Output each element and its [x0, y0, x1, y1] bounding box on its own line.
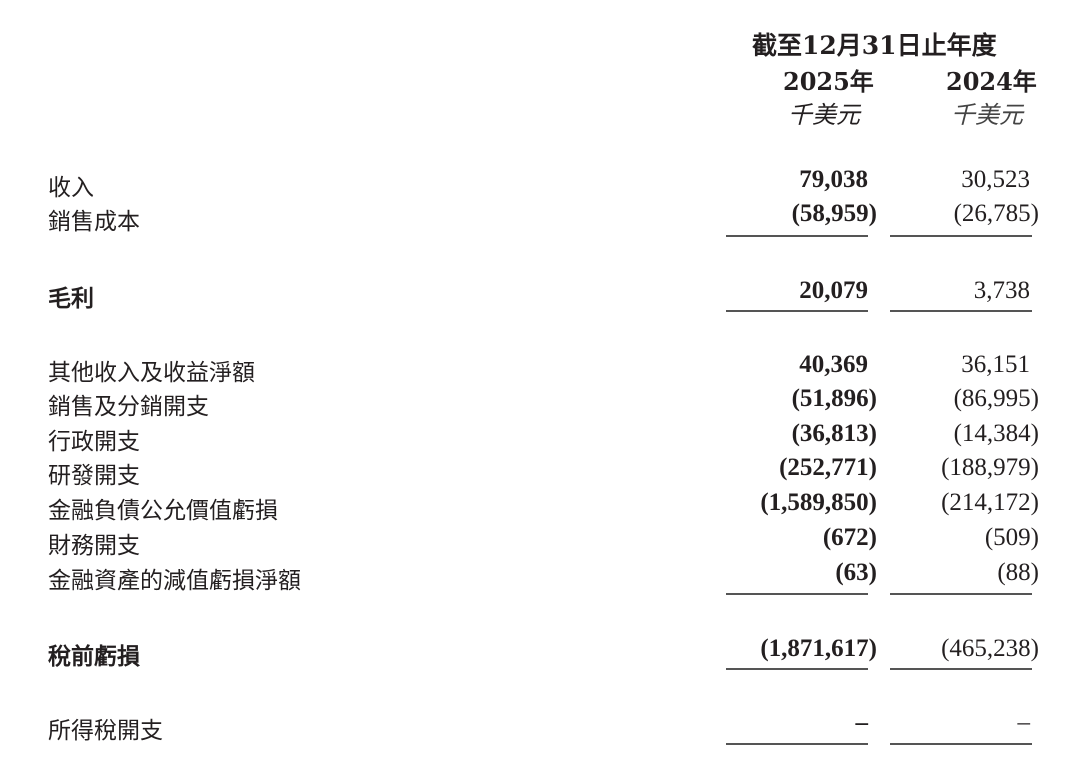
row-label: 金融負債公允價值虧損 [48, 498, 278, 524]
row-label: 銷售及分銷開支 [48, 394, 209, 420]
value-2025: 20,079 [799, 277, 868, 304]
value-2024: (88) [997, 559, 1039, 586]
row-label: 銷售成本 [48, 209, 140, 235]
underline-divider [726, 593, 868, 595]
value-2025: (1,589,850) [760, 489, 877, 516]
value-2025: – [855, 709, 869, 736]
value-2025: (252,771) [779, 454, 877, 481]
value-2025: (58,959) [791, 200, 877, 227]
value-2024: (214,172) [941, 489, 1039, 516]
row-label: 毛利 [48, 286, 94, 312]
row-label: 金融資產的減值虧損淨額 [48, 568, 301, 594]
underline-divider [890, 668, 1032, 670]
value-2024: 30,523 [961, 166, 1030, 193]
value-2024: – [1017, 709, 1031, 736]
column-year-2024: 2024年 [946, 67, 1037, 96]
value-2024: (26,785) [953, 200, 1039, 227]
value-2025: (51,896) [791, 385, 877, 412]
value-2024: (509) [984, 524, 1039, 551]
value-2024: 3,738 [973, 277, 1030, 304]
underline-divider [890, 593, 1032, 595]
column-year-2025: 2025年 [783, 67, 874, 96]
value-2025: (36,813) [791, 420, 877, 447]
value-2025: 40,369 [799, 351, 868, 378]
column-unit-2025: 千美元 [788, 101, 860, 129]
row-label: 所得稅開支 [48, 718, 163, 744]
row-label: 財務開支 [48, 533, 140, 559]
value-2025: (63) [835, 559, 877, 586]
underline-divider [726, 668, 868, 670]
value-2024: (188,979) [941, 454, 1039, 481]
value-2024: (86,995) [953, 385, 1039, 412]
row-label: 其他收入及收益淨額 [48, 360, 255, 386]
underline-divider [726, 310, 868, 312]
row-label: 收入 [48, 175, 94, 201]
value-2025: (1,871,617) [760, 635, 877, 662]
row-label: 稅前虧損 [48, 644, 140, 670]
underline-divider [726, 743, 868, 745]
row-label: 研發開支 [48, 463, 140, 489]
underline-divider [890, 310, 1032, 312]
value-2024: (14,384) [953, 420, 1039, 447]
value-2025: 79,038 [799, 166, 868, 193]
underline-divider [890, 743, 1032, 745]
underline-divider [890, 235, 1032, 237]
value-2024: (465,238) [941, 635, 1039, 662]
column-unit-2024: 千美元 [951, 101, 1023, 129]
row-label: 行政開支 [48, 429, 140, 455]
period-header: 截至12月31日止年度 [752, 31, 997, 60]
value-2024: 36,151 [961, 351, 1030, 378]
underline-divider [726, 235, 868, 237]
value-2025: (672) [822, 524, 877, 551]
